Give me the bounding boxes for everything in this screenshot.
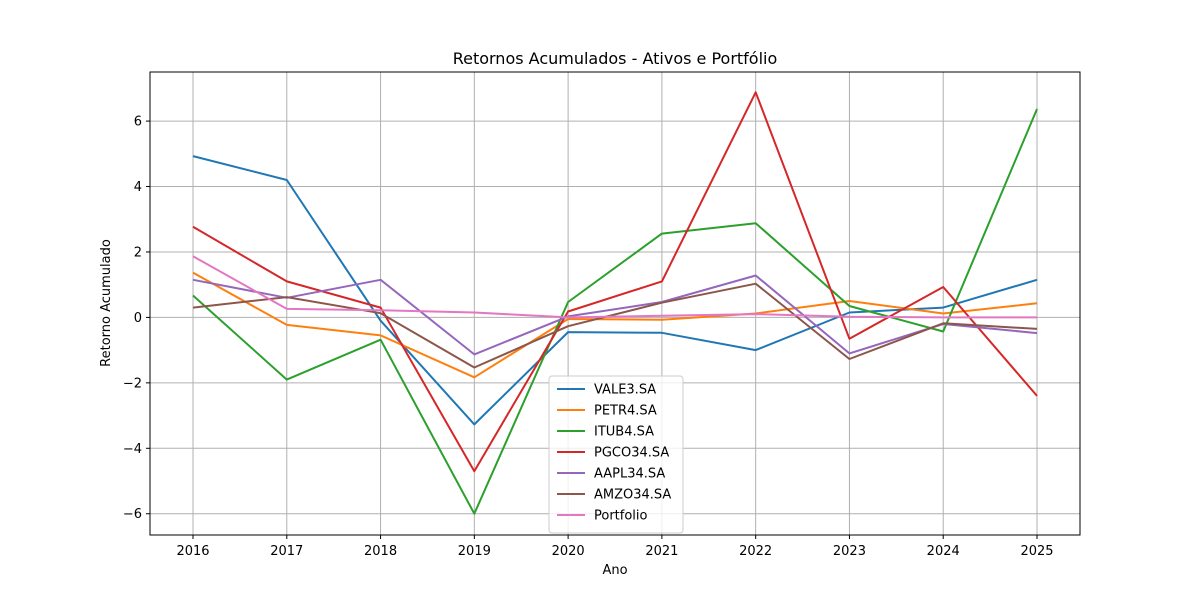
legend-label: PETR4.SA xyxy=(594,404,657,419)
y-tick-label: −2 xyxy=(123,376,142,391)
legend-label: AMZO34.SA xyxy=(594,488,671,503)
y-tick-label: −4 xyxy=(123,442,142,457)
x-tick-label: 2025 xyxy=(1020,544,1053,559)
legend-label: PGCO34.SA xyxy=(594,446,669,461)
y-tick-label: 6 xyxy=(134,115,142,130)
x-tick-label: 2020 xyxy=(552,544,585,559)
chart-title: Retornos Acumulados - Ativos e Portfólio xyxy=(453,49,778,68)
y-tick-label: 4 xyxy=(134,180,142,195)
plot-frame xyxy=(149,71,1081,536)
y-tick-label: 2 xyxy=(134,245,142,260)
x-tick-label: 2016 xyxy=(176,544,209,559)
x-tick-label: 2017 xyxy=(270,544,303,559)
series-lines xyxy=(192,91,1038,515)
series-line-vale3-sa xyxy=(192,155,1038,426)
legend: VALE3.SA PETR4.SA ITUB4.SA PGCO34.SA AAPL34.… xyxy=(548,375,684,534)
x-tick-label: 2019 xyxy=(458,544,491,559)
series-line-portfolio xyxy=(192,255,1037,319)
x-tick-label: 2021 xyxy=(645,544,678,559)
x-tick-label: 2024 xyxy=(927,544,960,559)
series-line-petr4-sa xyxy=(192,271,1038,379)
legend-label: AAPL34.SA xyxy=(594,467,665,482)
legend-label: Portfolio xyxy=(594,509,648,524)
series-line-aapl34-sa xyxy=(192,274,1038,356)
x-axis: 2016 2017 2018 2019 2020 2021 2022 2023 2024 2025 xyxy=(176,535,1054,559)
series-line-pgco34-sa xyxy=(192,91,1038,473)
x-tick-label: 2022 xyxy=(739,544,772,559)
series-line-amzo34-sa xyxy=(192,282,1038,369)
x-tick-label: 2018 xyxy=(364,544,397,559)
y-axis-title: Retorno Acumulado xyxy=(99,239,114,367)
series-line-itub4-sa xyxy=(192,108,1038,515)
legend-label: ITUB4.SA xyxy=(594,425,654,440)
x-axis-title: Ano xyxy=(602,563,627,578)
legend-label: VALE3.SA xyxy=(594,383,656,398)
y-tick-label: 0 xyxy=(134,311,142,326)
x-tick-label: 2023 xyxy=(833,544,866,559)
y-axis: −6 −4 −2 0 2 4 6 xyxy=(123,115,150,522)
y-tick-label: −6 xyxy=(123,507,142,522)
